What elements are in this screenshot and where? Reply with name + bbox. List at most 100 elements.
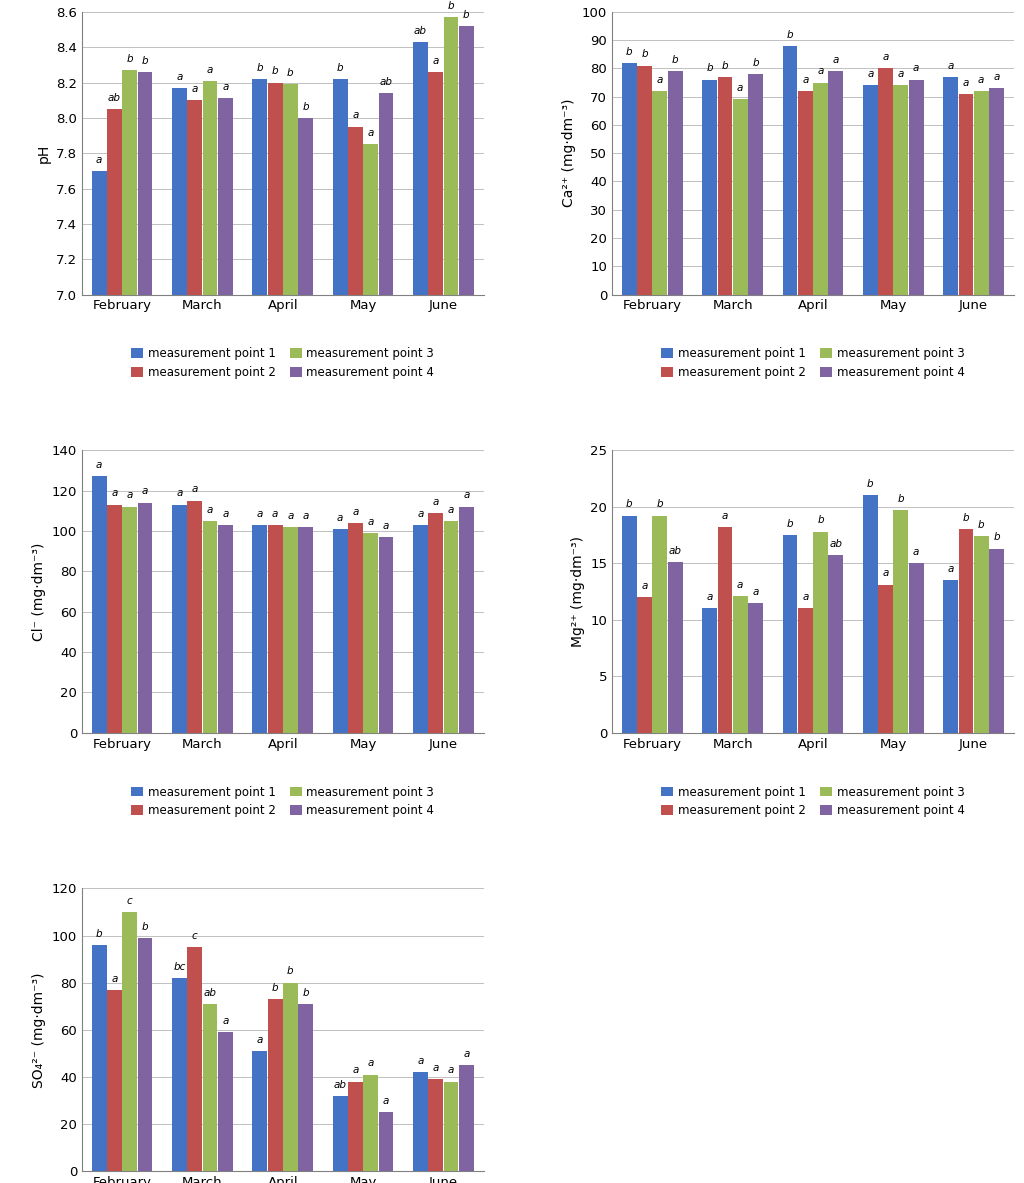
Bar <box>283 526 298 733</box>
Text: b: b <box>302 988 309 997</box>
Bar <box>172 505 187 733</box>
Text: a: a <box>141 486 148 497</box>
Text: a: a <box>96 460 102 470</box>
Text: a: a <box>337 512 343 523</box>
Text: b: b <box>257 63 263 73</box>
Text: a: a <box>913 547 920 557</box>
Text: a: a <box>96 155 102 164</box>
Text: b: b <box>641 50 648 59</box>
Bar <box>443 1081 459 1171</box>
Text: ab: ab <box>380 77 392 86</box>
Bar <box>137 72 153 1183</box>
Bar <box>364 532 378 733</box>
Bar <box>943 580 958 733</box>
Text: a: a <box>993 72 999 82</box>
Text: a: a <box>737 83 743 93</box>
Bar <box>637 597 652 733</box>
Text: a: a <box>222 82 228 92</box>
Bar <box>333 79 347 1183</box>
Bar <box>989 89 1004 295</box>
Text: c: c <box>191 931 198 942</box>
Text: a: a <box>112 974 118 983</box>
Text: b: b <box>141 922 148 932</box>
Bar <box>908 563 924 733</box>
Text: a: a <box>368 1059 374 1068</box>
Text: b: b <box>672 54 679 65</box>
Text: b: b <box>753 58 759 67</box>
Text: a: a <box>222 1016 228 1026</box>
Text: ab: ab <box>414 26 427 35</box>
Text: a: a <box>418 509 424 518</box>
Bar <box>652 91 668 295</box>
Bar <box>782 535 798 733</box>
Bar <box>218 98 232 1183</box>
Text: a: a <box>207 505 213 515</box>
Text: a: a <box>722 511 728 521</box>
Bar <box>253 525 267 733</box>
Text: a: a <box>368 128 374 138</box>
Bar <box>267 525 283 733</box>
Bar <box>203 1004 217 1171</box>
Text: b: b <box>271 983 279 993</box>
Text: a: a <box>753 587 759 596</box>
Bar <box>668 71 683 295</box>
Text: a: a <box>833 54 839 65</box>
Bar <box>253 1051 267 1171</box>
Bar <box>798 608 813 733</box>
Bar <box>943 77 958 295</box>
Y-axis label: Ca²⁺ (mg·dm⁻³): Ca²⁺ (mg·dm⁻³) <box>562 99 577 207</box>
Bar <box>187 500 202 733</box>
Bar <box>413 1072 428 1171</box>
Text: a: a <box>656 75 664 85</box>
Bar <box>652 516 668 733</box>
Text: a: a <box>352 1066 358 1075</box>
Bar <box>989 549 1004 733</box>
Bar <box>283 84 298 1183</box>
Bar <box>459 26 474 1183</box>
Bar <box>203 521 217 733</box>
Text: b: b <box>786 30 794 39</box>
Text: b: b <box>993 532 999 542</box>
Text: a: a <box>191 84 198 93</box>
Bar <box>122 70 137 1183</box>
Bar <box>413 41 428 1183</box>
Bar <box>379 537 393 733</box>
Bar <box>108 990 122 1171</box>
Text: b: b <box>463 9 470 20</box>
Text: ab: ab <box>829 539 843 549</box>
Bar <box>798 91 813 295</box>
Bar <box>718 77 732 295</box>
Legend: measurement point 1, measurement point 2, measurement point 3, measurement point: measurement point 1, measurement point 2… <box>662 786 965 817</box>
Bar <box>137 503 153 733</box>
Text: ab: ab <box>334 1080 347 1090</box>
Text: a: a <box>176 72 182 82</box>
Text: b: b <box>302 102 309 111</box>
Text: a: a <box>867 69 873 79</box>
Text: a: a <box>352 506 358 517</box>
Bar <box>733 596 748 733</box>
Text: b: b <box>817 516 824 525</box>
Text: b: b <box>656 499 664 510</box>
Bar <box>333 1095 347 1171</box>
Bar <box>92 945 106 1171</box>
Bar <box>828 555 843 733</box>
Y-axis label: SO₄²⁻ (mg·dm⁻³): SO₄²⁻ (mg·dm⁻³) <box>32 972 46 1087</box>
Bar <box>298 118 313 1183</box>
Bar <box>443 521 459 733</box>
Text: b: b <box>867 479 873 489</box>
Legend: measurement point 1, measurement point 2, measurement point 3, measurement point: measurement point 1, measurement point 2… <box>131 348 434 380</box>
Text: a: a <box>352 110 358 121</box>
Text: a: a <box>176 489 182 498</box>
Bar <box>637 65 652 295</box>
Text: b: b <box>626 499 633 510</box>
Bar <box>879 584 893 733</box>
Bar <box>668 562 683 733</box>
Bar <box>348 1081 362 1171</box>
Bar <box>379 93 393 1183</box>
Bar <box>443 17 459 1183</box>
Bar <box>283 983 298 1171</box>
Bar <box>108 505 122 733</box>
Text: a: a <box>802 75 809 85</box>
Text: b: b <box>271 66 279 76</box>
Bar <box>92 170 106 1183</box>
